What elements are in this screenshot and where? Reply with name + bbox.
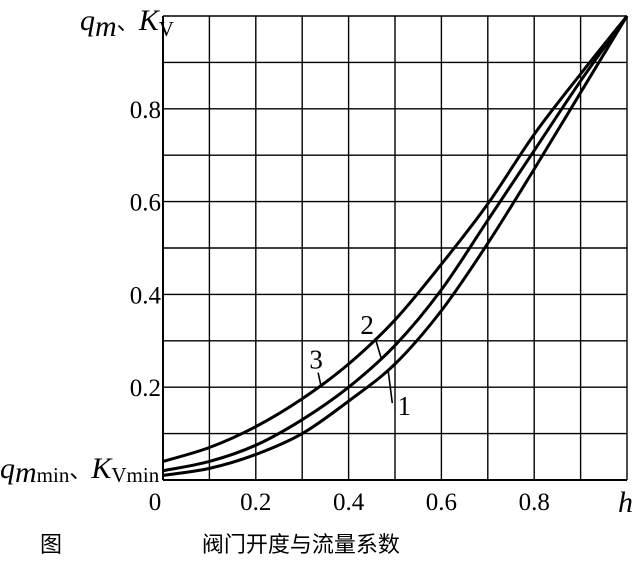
curve-label-leader xyxy=(374,337,382,359)
grid xyxy=(162,15,628,481)
labels: qm、KV qmmin、KVmin h 图 阀门开度与流量系数 0 0.2 0.4 0… xyxy=(0,4,633,558)
x-axis-label: h xyxy=(618,486,633,519)
x-tick-label: 0 xyxy=(149,489,162,516)
curve-label-2: 2 xyxy=(360,310,374,340)
x-tick-label: 0.8 xyxy=(519,489,550,516)
curve-label-leader xyxy=(387,369,394,404)
y-tick-label: 0.8 xyxy=(130,97,161,124)
y-origin-label: qmmin、KVmin xyxy=(0,452,160,489)
series-line-1 xyxy=(162,15,629,477)
y-axis-label: qm、KV xyxy=(80,4,174,43)
x-tick-label: 0.4 xyxy=(333,489,365,516)
series-line-3 xyxy=(162,15,629,463)
x-tick-label: 0.6 xyxy=(426,489,457,516)
y-tick-label: 0.2 xyxy=(130,375,161,402)
figure-caption: 图 阀门开度与流量系数 xyxy=(40,533,400,558)
y-tick-label: 0.4 xyxy=(130,282,162,309)
x-tick-label: 0.2 xyxy=(240,489,271,516)
curves xyxy=(162,15,629,477)
curve-label-1: 1 xyxy=(398,391,412,421)
series-line-2 xyxy=(162,15,629,473)
curve-label-3: 3 xyxy=(309,345,323,375)
curve-label-leader xyxy=(317,372,322,386)
y-tick-label: 0.6 xyxy=(130,190,161,217)
